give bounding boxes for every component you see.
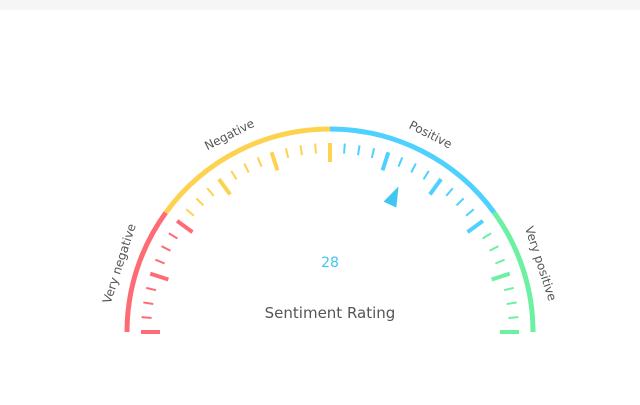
minor-tick <box>141 316 152 319</box>
gauge-tick-layer <box>141 143 519 334</box>
minor-tick <box>410 163 417 173</box>
minor-tick <box>422 170 430 180</box>
major-tick <box>428 177 443 196</box>
major-tick <box>175 219 194 234</box>
minor-tick <box>314 143 317 154</box>
minor-tick <box>503 286 515 292</box>
minor-tick <box>161 245 171 252</box>
minor-tick <box>508 316 519 319</box>
minor-tick <box>370 147 376 159</box>
minor-tick <box>397 157 404 168</box>
minor-tick <box>185 208 195 217</box>
major-tick <box>466 219 485 234</box>
major-tick <box>491 271 511 282</box>
minor-tick <box>256 157 263 168</box>
arc-segment-positive <box>329 126 497 215</box>
minor-tick <box>445 187 454 197</box>
minor-tick <box>482 232 492 240</box>
minor-tick <box>299 145 303 156</box>
gauge-pointer <box>383 186 399 208</box>
major-tick <box>380 151 391 171</box>
gauge-arc-layer <box>124 126 536 333</box>
major-tick <box>149 271 169 282</box>
minor-tick <box>195 197 205 207</box>
gauge-title: Sentiment Rating <box>265 304 396 322</box>
minor-tick <box>284 147 290 159</box>
minor-tick <box>243 163 250 173</box>
minor-tick <box>155 258 166 265</box>
arc-segment-very-negative <box>124 211 168 333</box>
minor-tick <box>230 170 238 180</box>
major-tick <box>217 177 232 196</box>
minor-tick <box>506 301 517 305</box>
top-strip <box>0 0 640 10</box>
major-tick <box>269 151 280 171</box>
minor-tick <box>494 258 505 265</box>
minor-tick <box>145 286 157 292</box>
minor-tick <box>489 245 499 252</box>
minor-tick <box>143 301 154 305</box>
arc-segment-negative <box>163 126 331 215</box>
minor-tick <box>357 145 361 156</box>
arc-segment-very-positive <box>492 211 536 333</box>
minor-tick <box>343 143 346 154</box>
minor-tick <box>465 208 475 217</box>
gauge-value: 28 <box>321 255 339 271</box>
minor-tick <box>168 232 178 240</box>
minor-tick <box>455 197 465 207</box>
minor-tick <box>206 187 215 197</box>
